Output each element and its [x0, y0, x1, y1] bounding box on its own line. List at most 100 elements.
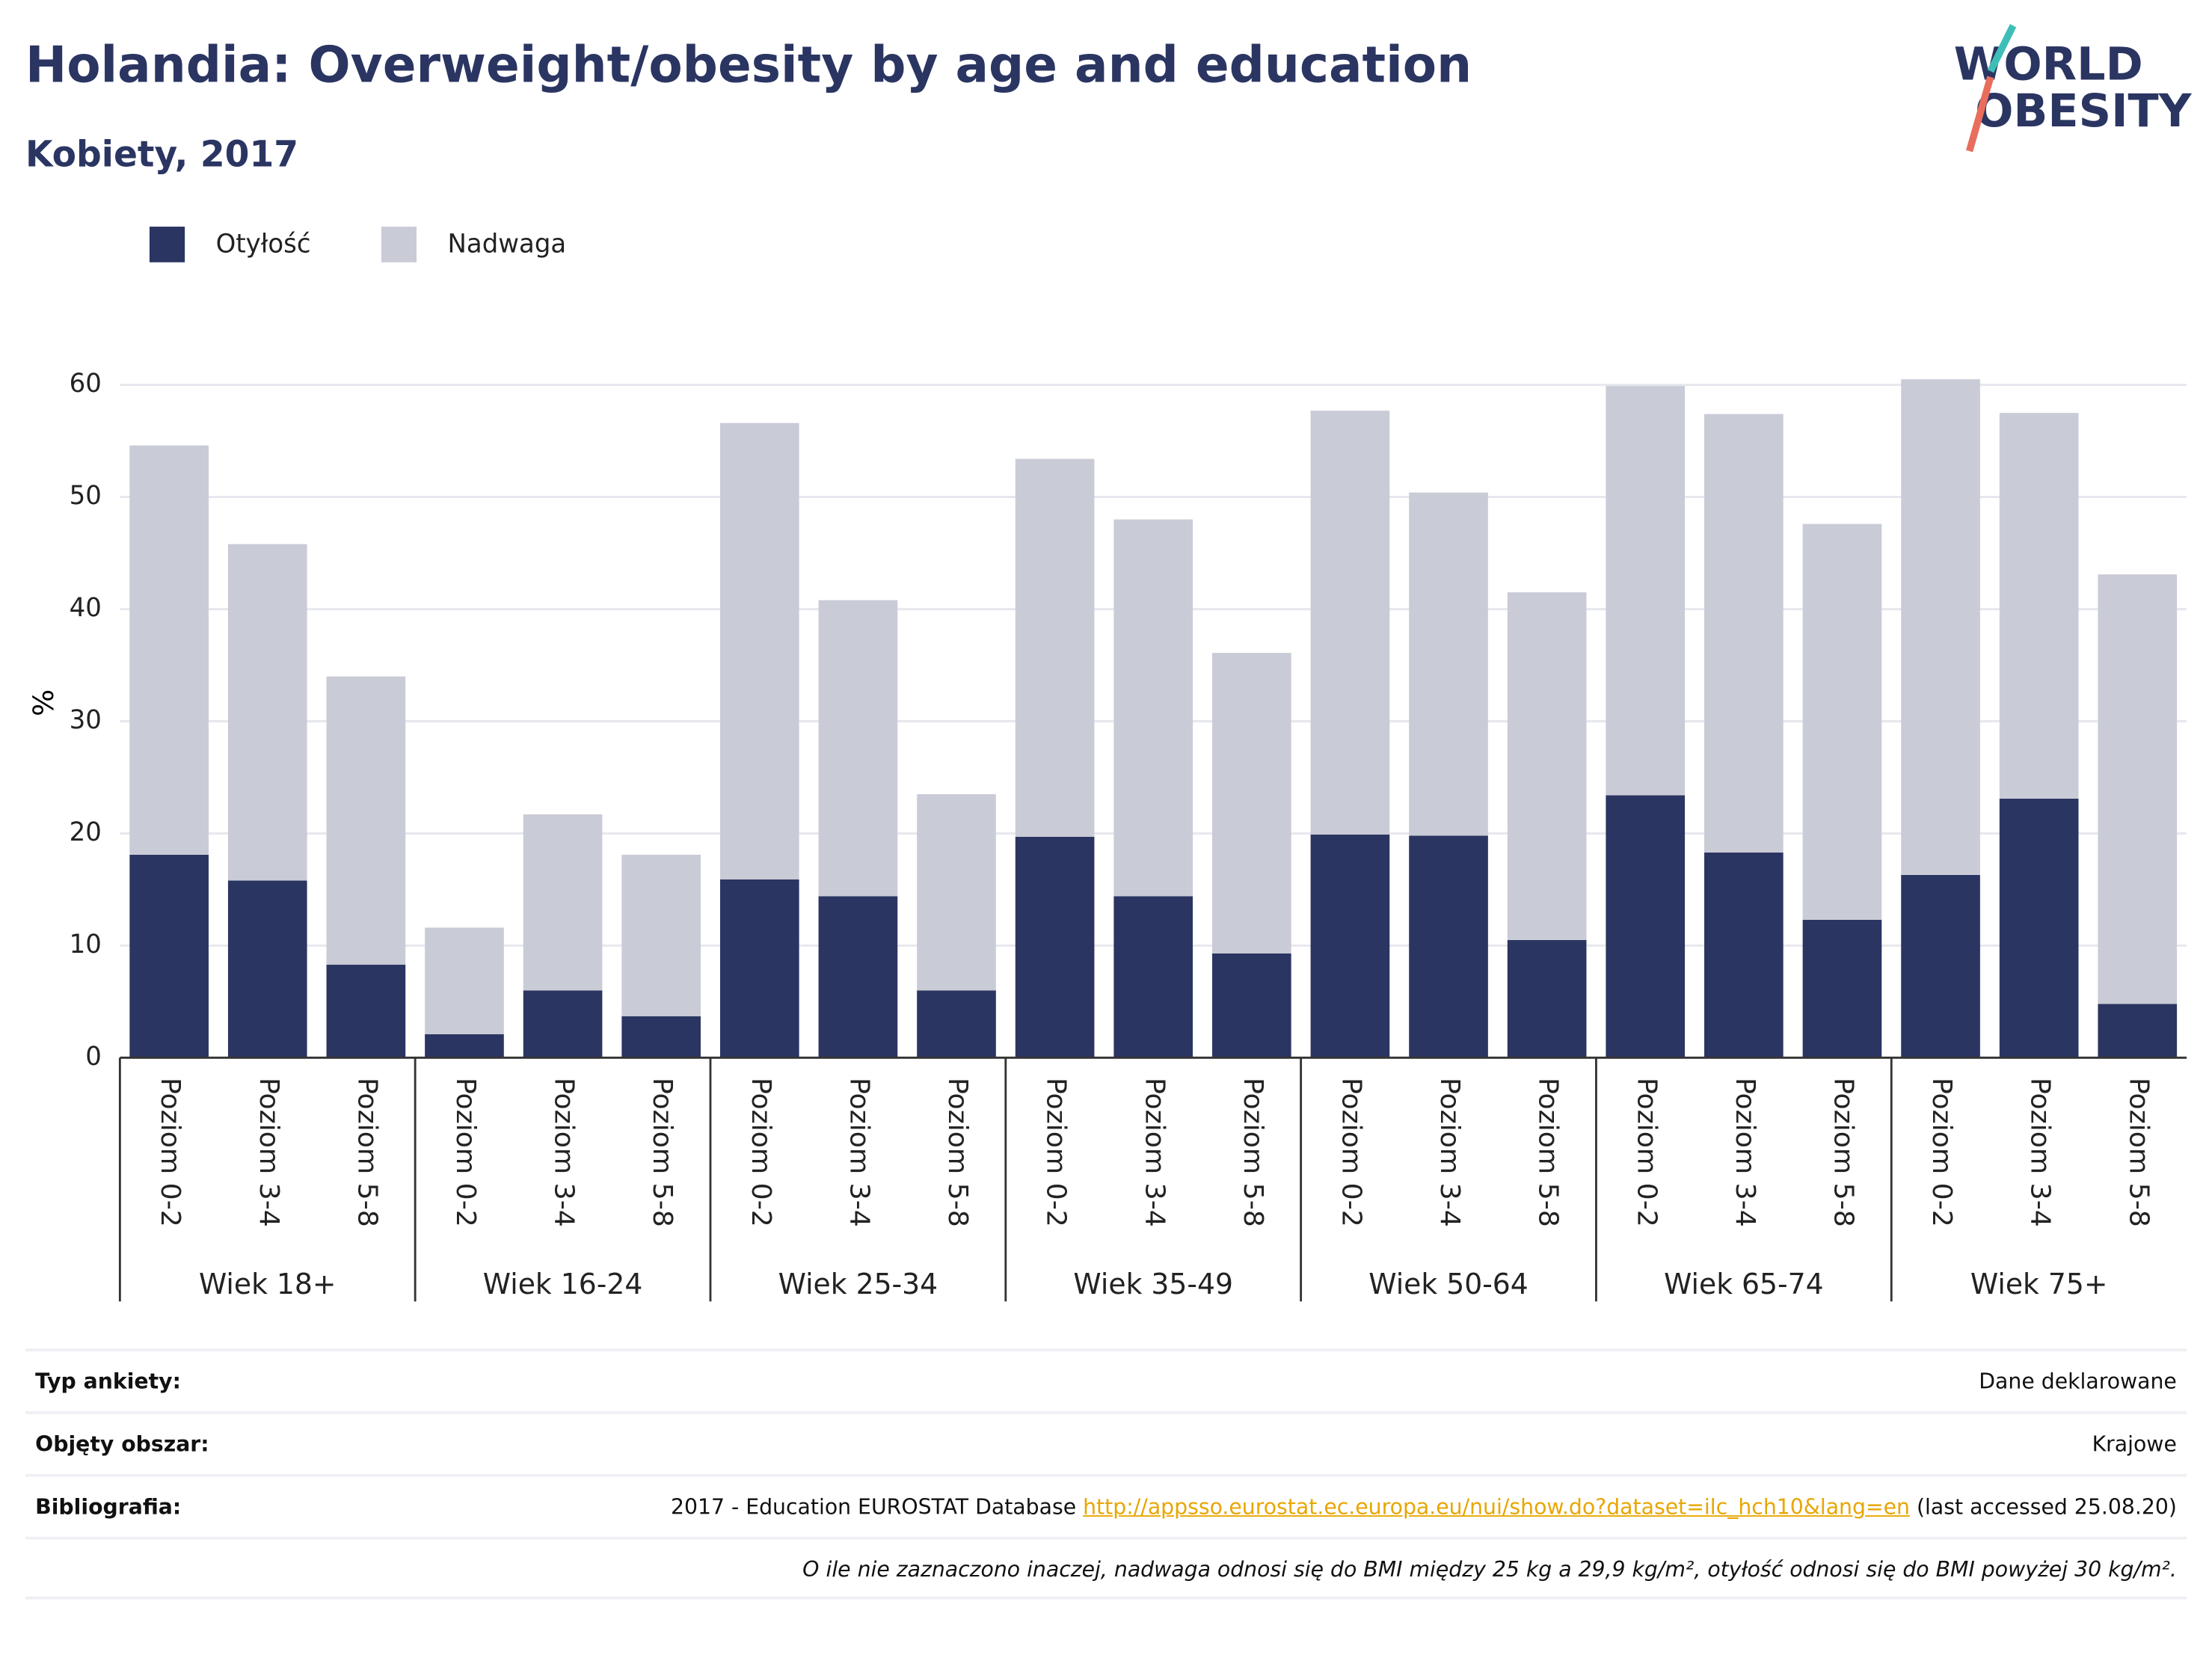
- bar-segment: [1015, 458, 1095, 837]
- x-tick-label: Poziom 5-8: [1238, 1078, 1268, 1227]
- bar-segment: [1901, 379, 1980, 875]
- bar-segment: [129, 445, 209, 855]
- bar-segment: [1802, 919, 1882, 1058]
- footer-value: Dane deklarowane: [1979, 1368, 2177, 1395]
- x-tick-label: Poziom 0-2: [1041, 1078, 1072, 1227]
- x-tick-label: Poziom 5-8: [351, 1078, 382, 1227]
- bar-segment: [917, 990, 996, 1058]
- bar-segment: [1409, 492, 1488, 836]
- x-tick-label: Poziom 5-8: [942, 1078, 973, 1227]
- bar-segment: [1999, 413, 2079, 799]
- bar-segment: [2098, 574, 2178, 1004]
- bar-segment: [326, 676, 406, 965]
- bar-segment: [719, 423, 799, 879]
- bar-segment: [1901, 874, 1980, 1058]
- group-label: Wiek 25-34: [778, 1268, 938, 1301]
- group-label: Wiek 75+: [1970, 1268, 2108, 1301]
- group-label: Wiek 65-74: [1664, 1268, 1824, 1301]
- y-tick-label: 30: [70, 705, 102, 735]
- legend-swatch: [149, 227, 185, 262]
- x-tick-label: Poziom 0-2: [746, 1078, 776, 1227]
- chart-subtitle: Kobiety, 2017: [25, 135, 298, 176]
- bar-segment: [1606, 795, 1686, 1058]
- x-tick-label: Poziom 3-4: [1434, 1078, 1465, 1227]
- group-label: Wiek 16-24: [483, 1268, 643, 1301]
- footer-value: Krajowe: [2092, 1431, 2177, 1458]
- bar-segment: [1802, 523, 1882, 920]
- y-tick-label: 20: [70, 817, 102, 847]
- footer-note: O ile nie zaznaczono inaczej, nadwaga od…: [25, 1536, 2187, 1600]
- x-tick-label: Poziom 5-8: [1828, 1078, 1859, 1227]
- x-tick-label: Poziom 5-8: [2123, 1078, 2154, 1227]
- bar-segment: [1507, 592, 1587, 940]
- bar-segment: [1211, 953, 1291, 1058]
- bar-segment: [621, 854, 701, 1016]
- x-tick-label: Poziom 0-2: [1336, 1078, 1367, 1227]
- x-tick-label: Poziom 3-4: [844, 1078, 874, 1227]
- bar-segment: [129, 854, 209, 1058]
- bar-segment: [1704, 414, 1784, 853]
- bibliography-text: 2017 - Education EUROSTAT Database: [670, 1493, 1077, 1520]
- bar-segment: [621, 1016, 701, 1058]
- bar-segment: [917, 793, 996, 991]
- x-tick-label: Poziom 3-4: [1730, 1078, 1760, 1227]
- bar-segment: [1113, 519, 1193, 897]
- footer-label: Objęty obszar:: [35, 1431, 209, 1458]
- bar-segment: [425, 1034, 504, 1058]
- bar-segment: [1211, 653, 1291, 954]
- bar-segment: [1310, 834, 1390, 1058]
- footer-value: 2017 - Education EUROSTAT Database http:…: [611, 1494, 2177, 1537]
- logo-text: OBESITY: [1975, 85, 2192, 138]
- x-tick-label: Poziom 0-2: [1926, 1078, 1957, 1227]
- bar-segment: [818, 896, 898, 1058]
- logo-slash: [1966, 76, 1994, 153]
- bar-segment: [1015, 836, 1095, 1058]
- bar-segment: [227, 544, 307, 881]
- x-tick-label: Poziom 0-2: [155, 1078, 185, 1227]
- logo-text: WORLD: [1954, 38, 2143, 90]
- y-tick-label: 40: [70, 593, 102, 623]
- y-tick-label: 50: [70, 481, 102, 511]
- x-tick-label: Poziom 3-4: [1139, 1078, 1170, 1227]
- x-tick-label: Poziom 0-2: [1631, 1078, 1662, 1227]
- bar-segment: [1113, 896, 1193, 1058]
- bar-segment: [227, 880, 307, 1058]
- x-tick-label: Poziom 3-4: [549, 1078, 580, 1227]
- x-tick-label: Poziom 3-4: [2025, 1078, 2056, 1227]
- footer-row: Typ ankiety: Dane deklarowane: [25, 1348, 2187, 1411]
- bar-segment: [1507, 939, 1587, 1058]
- footer-label: Bibliografia:: [35, 1493, 182, 1520]
- logo-slash: [1987, 24, 2017, 73]
- x-tick-label: Poziom 0-2: [450, 1078, 481, 1227]
- bar-segment: [719, 879, 799, 1058]
- bar-segment: [818, 600, 898, 897]
- chart-title: Holandia: Overweight/obesity by age and …: [25, 35, 1472, 93]
- footer: Typ ankiety: Dane deklarowane Objęty obsza…: [25, 1348, 2187, 1600]
- y-tick-label: 60: [70, 369, 102, 399]
- bar-segment: [1409, 835, 1488, 1058]
- bar-segment: [523, 814, 603, 991]
- footer-row: Bibliografia: 2017 - Education EUROSTAT D…: [25, 1473, 2187, 1537]
- legend-label: Nadwaga: [448, 229, 567, 259]
- group-label: Wiek 50-64: [1368, 1268, 1529, 1301]
- x-tick-label: Poziom 3-4: [254, 1078, 284, 1227]
- bar-segment: [1704, 852, 1784, 1058]
- group-label: Wiek 18+: [199, 1268, 337, 1301]
- y-axis-label: %: [27, 690, 60, 716]
- bibliography-suffix: (last accessed 25.08.20): [1917, 1493, 2177, 1520]
- bar-segment: [1606, 386, 1686, 796]
- bar-segment: [1310, 411, 1390, 835]
- bibliography-link[interactable]: http://appsso.eurostat.ec.europa.eu/nui/…: [1083, 1493, 1910, 1520]
- bar-segment: [1999, 798, 2079, 1058]
- x-tick-label: Poziom 5-8: [1533, 1078, 1564, 1227]
- bar-segment: [2098, 1004, 2178, 1058]
- chart: Holandia: Overweight/obesity by age and …: [25, 24, 2193, 1302]
- y-tick-label: 10: [70, 930, 102, 959]
- bar-segment: [425, 927, 504, 1034]
- legend-label: Otyłość: [216, 229, 311, 259]
- footer-row: Objęty obszar: Krajowe: [25, 1411, 2187, 1474]
- bar-segment: [523, 990, 603, 1058]
- bar-segment: [326, 964, 406, 1058]
- legend-swatch: [381, 227, 417, 262]
